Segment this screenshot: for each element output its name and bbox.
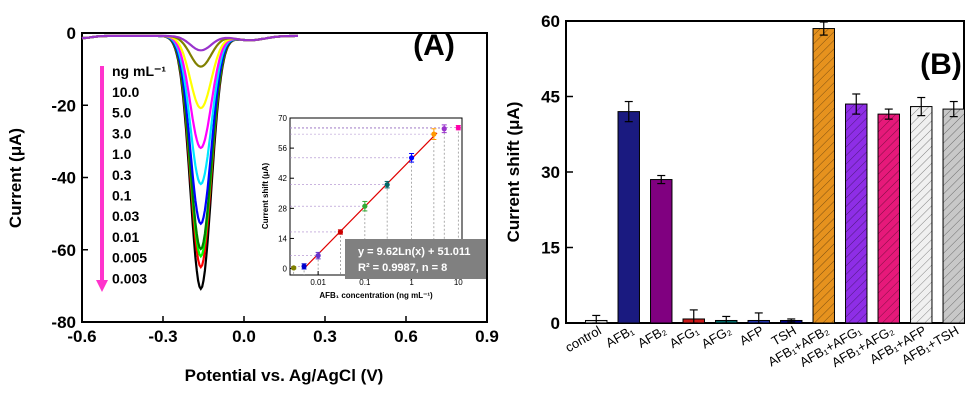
x-tick-label: -0.3 [148,327,177,346]
panel-b-ylabel: Current shift (μA) [504,102,523,243]
bar-hatch [813,28,835,324]
fit-equation: y = 9.62Ln(x) + 51.011 [358,246,471,258]
y-tick-label: -20 [51,96,76,115]
inset-point [301,263,307,269]
panel-a-label: (A) [413,29,455,62]
inset-point [337,229,344,235]
inset-point [291,265,297,271]
panel-a: -0.6 -0.3 0.0 0.3 0.6 0.9 0 -20 -40 -60 -80 Poten… [6,24,499,385]
legend-item: 0.005 [112,250,147,266]
inset-y-ticks: 0 14 28 42 56 70 [278,114,294,274]
legend-item: 0.03 [112,208,139,224]
panel-b-y-ticks: 0 15 30 45 60 [541,12,573,333]
inset-xlabel: AFB₁ concentration (ng mL⁻¹) [319,291,433,300]
panel-b-label: (B) [920,48,962,81]
panel-a-xlabel: Potential vs. Ag/AgCl (V) [185,366,384,385]
fit-r2: R² = 0.9987, n = 8 [358,262,447,274]
inset-x-tick-label: 1 [409,278,414,287]
inset-point [384,182,390,188]
panel-a-y-ticks: 0 -20 -40 -60 -80 [51,24,88,332]
y-tick-label: -40 [51,169,76,188]
inset-y-tick-label: 14 [278,234,287,243]
inset-point [408,155,415,161]
equation-box [345,239,486,279]
y-tick-label: 15 [541,239,560,258]
panel-a-ylabel: Current (μA) [6,128,25,228]
x-tick-label: 0.6 [394,327,418,346]
inset-point [441,126,447,132]
x-tick-label: -0.6 [67,327,96,346]
legend-item: 0.003 [112,270,147,286]
legend-item: 1.0 [112,146,132,162]
bar-hatch [943,109,965,323]
curve-5.0 [81,34,298,68]
selectivity-bars [585,21,965,324]
inset-x-tick-label: 0.01 [310,278,326,287]
concentration-legend: 10.0 5.0 3.0 1.0 0.3 0.1 0.03 0.01 0.005 0.003 [112,84,147,286]
inset-point [315,253,321,259]
inset-fit-line [303,132,438,269]
legend-item: 5.0 [112,105,132,121]
legend-item: 0.3 [112,167,132,183]
calibration-inset: 0.01 0.1 1 10 0 14 28 42 56 70 y = 9.62Ln(x) + 5… [256,114,486,300]
inset-point [431,131,437,137]
y-tick-label: -80 [51,313,76,332]
bar-hatch [845,104,867,323]
y-tick-label: -60 [51,241,76,260]
y-tick-label: 45 [541,88,560,107]
bar-hatch [910,106,932,323]
category-label: AFG₁ [667,322,702,351]
y-tick-label: 0 [551,314,560,333]
category-label: AFB₂ [635,323,669,351]
legend-arrow-head [96,280,108,292]
legend-title: ng mL⁻¹ [112,63,166,79]
bar [617,111,640,324]
legend-item: 10.0 [112,84,139,100]
inset-point [362,203,368,209]
voltammogram-curves [81,34,298,291]
legend-item: 0.1 [112,188,132,204]
inset-points [291,124,461,271]
x-tick-label: 0.0 [232,327,256,346]
y-tick-label: 30 [541,163,560,182]
inset-y-tick-label: 0 [283,265,288,274]
y-tick-label: 0 [67,24,76,43]
panel-a-x-ticks: -0.6 -0.3 0.0 0.3 0.6 0.9 [67,316,499,346]
category-label: AFP [737,323,766,349]
category-label: AFG₂ [699,323,734,352]
bar-hatch [878,114,900,323]
legend-item: 0.01 [112,229,139,245]
inset-y-tick-label: 70 [278,114,287,123]
inset-point [455,125,461,131]
y-tick-label: 60 [541,12,560,31]
inset-y-tick-label: 56 [278,144,287,153]
inset-x-tick-label: 10 [454,278,463,287]
x-tick-label: 0.9 [475,327,499,346]
bar [650,179,673,324]
legend-item: 3.0 [112,125,132,141]
x-tick-label: 0.3 [313,327,337,346]
category-label: AFB₁ [603,322,637,350]
curve-10.0 [81,34,298,52]
inset-y-tick-label: 42 [278,174,287,183]
inset-ylabel: Current shift (μA) [261,163,270,230]
category-label: control [562,323,603,356]
inset-x-tick-label: 0.1 [359,278,371,287]
inset-y-tick-label: 28 [278,204,287,213]
